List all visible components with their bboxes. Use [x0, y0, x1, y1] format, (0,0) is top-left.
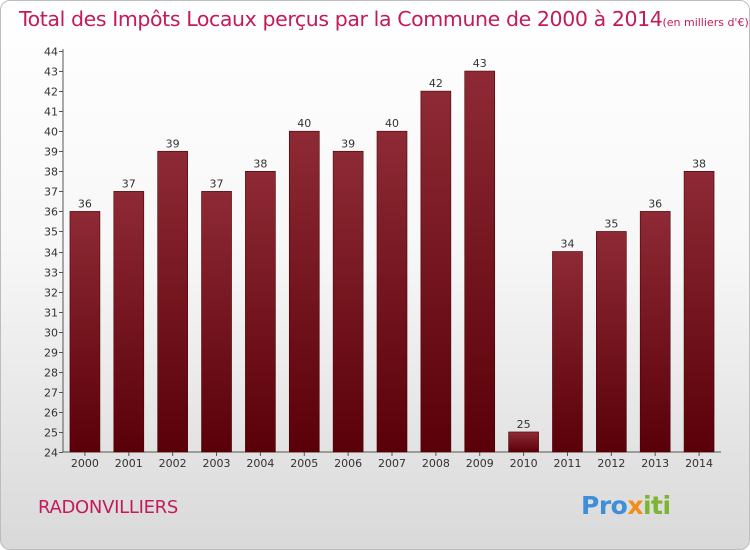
- value-label-2011: 34: [560, 238, 574, 251]
- value-label-2008: 42: [429, 77, 443, 90]
- bar-2004: [245, 171, 276, 453]
- bar-2005: [288, 130, 320, 453]
- value-label-2000: 36: [78, 197, 92, 210]
- y-tick-label: 39: [44, 146, 58, 159]
- y-tick-label: 35: [44, 226, 58, 239]
- x-tick-label-2004: 2004: [246, 457, 274, 470]
- x-tick-label-2014: 2014: [685, 457, 713, 470]
- value-label-2004: 38: [253, 157, 267, 170]
- y-tick-label: 40: [44, 126, 58, 139]
- logo-part-2: x: [627, 491, 643, 520]
- bar-2009: [464, 70, 496, 453]
- x-tick-label-2010: 2010: [510, 457, 538, 470]
- commune-name: RADONVILLIERS: [38, 497, 178, 518]
- x-tick-label-2005: 2005: [290, 457, 318, 470]
- y-tick-label: 25: [44, 427, 58, 440]
- x-tick-label-2002: 2002: [159, 457, 187, 470]
- value-label-2009: 43: [473, 57, 487, 70]
- x-tick-label-2000: 2000: [71, 457, 99, 470]
- y-tick-label: 44: [44, 46, 58, 59]
- y-tick-label: 29: [44, 347, 58, 360]
- chart-title-text: Total des Impôts Locaux perçus par la Co…: [19, 7, 663, 31]
- bar-2011: [552, 251, 583, 453]
- y-tick-label: 26: [44, 407, 58, 420]
- y-tick-label: 31: [44, 307, 58, 320]
- value-label-2013: 36: [648, 197, 662, 210]
- x-tick-label-2001: 2001: [115, 457, 143, 470]
- value-label-2007: 40: [385, 117, 399, 130]
- bar-2012: [596, 231, 627, 453]
- bar-2001: [113, 191, 145, 453]
- bar-2013: [639, 211, 671, 453]
- value-label-2006: 39: [341, 137, 355, 150]
- y-tick-label: 34: [44, 247, 58, 260]
- value-label-2005: 40: [297, 117, 311, 130]
- x-tick-label-2012: 2012: [597, 457, 625, 470]
- bar-2014: [683, 171, 715, 453]
- x-tick-label-2008: 2008: [422, 457, 450, 470]
- chart-unit-note: (en milliers d'€): [662, 16, 749, 29]
- y-tick-label: 42: [44, 86, 58, 99]
- value-label-2010: 25: [517, 418, 531, 431]
- bar-2007: [376, 130, 408, 453]
- value-label-2012: 35: [604, 217, 618, 230]
- y-tick-label: 36: [44, 206, 58, 219]
- y-tick-label: 30: [44, 327, 58, 340]
- y-tick-label: 43: [44, 66, 58, 79]
- bar-2010: [508, 431, 539, 453]
- proxiti-logo: Proxiti: [581, 491, 671, 520]
- bar-2003: [201, 191, 232, 453]
- x-tick-label-2013: 2013: [641, 457, 669, 470]
- x-tick-label-2007: 2007: [378, 457, 406, 470]
- bar-2000: [69, 211, 101, 453]
- bar-2002: [157, 150, 188, 453]
- y-tick-label: 38: [44, 166, 58, 179]
- y-tick-label: 37: [44, 186, 58, 199]
- value-label-2014: 38: [692, 157, 706, 170]
- x-tick-label-2003: 2003: [203, 457, 231, 470]
- y-tick-label: 28: [44, 367, 58, 380]
- bar-2008: [420, 90, 452, 453]
- chart-title: Total des Impôts Locaux perçus par la Co…: [19, 7, 749, 31]
- value-label-2002: 39: [166, 137, 180, 150]
- y-tick-label: 41: [44, 106, 58, 119]
- y-tick-label: 27: [44, 387, 58, 400]
- value-label-2001: 37: [122, 177, 136, 190]
- bar-2006: [332, 150, 364, 453]
- x-tick-label-2011: 2011: [553, 457, 581, 470]
- y-tick-label: 32: [44, 287, 58, 300]
- x-tick-label-2009: 2009: [466, 457, 494, 470]
- x-tick-label-2006: 2006: [334, 457, 362, 470]
- y-tick-label: 24: [44, 447, 58, 460]
- logo-part-1: Pro: [581, 491, 628, 520]
- value-label-2003: 37: [210, 177, 224, 190]
- logo-part-3: iti: [642, 491, 671, 520]
- y-tick-label: 33: [44, 267, 58, 280]
